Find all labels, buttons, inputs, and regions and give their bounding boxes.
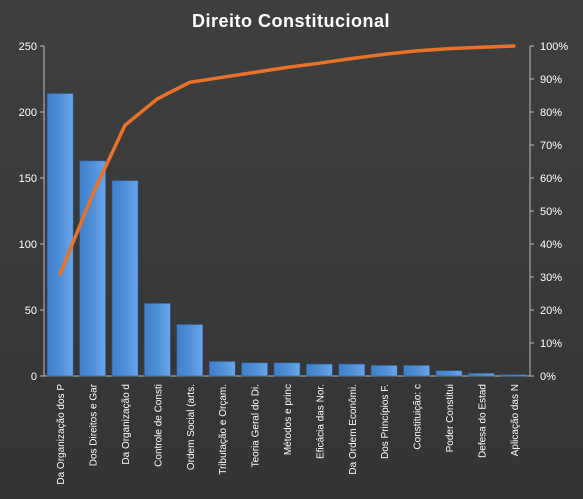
- y-left-tick-label: 250: [19, 41, 37, 53]
- category-label-13: Poder Constitui: [445, 384, 456, 452]
- y-left-tick-label: 200: [19, 107, 37, 119]
- bar-4: [144, 303, 171, 377]
- y-right-tick-label: 50%: [540, 206, 562, 218]
- chart-title: Direito Constitucional: [192, 11, 390, 31]
- cumulative-point-15: [512, 44, 516, 48]
- bar-12: [403, 365, 430, 377]
- category-label-11: Dos Princípios F.: [380, 384, 391, 459]
- cumulative-point-13: [447, 47, 451, 51]
- bar-13: [435, 370, 463, 377]
- category-label-8: Métodos e princ: [283, 384, 294, 455]
- cumulative-point-10: [350, 56, 354, 61]
- category-label-14: Defesa do Estad: [477, 384, 488, 458]
- bar-10: [338, 363, 366, 377]
- y-right-tick-label: 20%: [540, 305, 562, 317]
- category-label-10: Da Ordem Econômi.: [348, 384, 359, 475]
- y-right-tick-label: 10%: [540, 338, 562, 350]
- cumulative-point-8: [285, 65, 289, 70]
- y-right-tick-label: 40%: [540, 239, 562, 251]
- y-left-tick-label: 150: [19, 173, 37, 185]
- cumulative-point-3: [123, 123, 127, 127]
- cumulative-point-4: [155, 97, 159, 101]
- category-label-3: Da Organização d: [121, 384, 132, 465]
- plot-area: 0 50 100 150 200 250 0% 10% 20% 30% 40% 50% 60% 70% 80…: [19, 41, 569, 485]
- bar-11: [370, 365, 398, 377]
- category-label-7: Teoria Geral do Di.: [251, 384, 262, 467]
- bar-5: [176, 324, 204, 377]
- category-label-4: Controle de Consti: [153, 384, 164, 467]
- y-left-tick-label: 50: [25, 305, 37, 317]
- y-right-tick-label: 60%: [540, 173, 562, 185]
- bar-1: [46, 93, 74, 377]
- y-left-tick-label: 0: [31, 371, 37, 383]
- cumulative-point-12: [415, 49, 419, 53]
- y-left-tick-label: 100: [19, 239, 37, 251]
- cumulative-point-2: [91, 192, 95, 197]
- bar-15: [500, 374, 528, 377]
- cumulative-point-1: [58, 272, 62, 276]
- cumulative-point-9: [317, 61, 321, 65]
- category-label-15: Aplicação das N: [510, 384, 521, 456]
- category-label-2: Dos Direitos e Gar: [89, 383, 100, 466]
- category-label-6: Tributação e Orçam.: [218, 384, 229, 475]
- cumulative-point-11: [382, 52, 386, 56]
- y-right-tick-label: 70%: [540, 140, 562, 152]
- y-right-tick-label: 100%: [540, 41, 568, 53]
- y-right-tick-label: 0%: [540, 371, 556, 383]
- cumulative-point-5: [188, 80, 192, 84]
- category-label-12: Constituição: c: [413, 384, 424, 450]
- category-label-1: Da Organização dos P: [56, 384, 67, 485]
- category-label-9: Eficácia das Nor.: [315, 384, 326, 459]
- bar-6: [208, 361, 236, 377]
- cumulative-point-14: [479, 45, 483, 49]
- cumulative-point-6: [220, 75, 224, 79]
- bar-9: [306, 363, 333, 377]
- bar-8: [273, 362, 301, 377]
- bar-7: [241, 362, 268, 377]
- y-right-tick-label: 30%: [540, 272, 562, 284]
- bar-14: [468, 373, 495, 377]
- y-right-tick-label: 90%: [540, 74, 562, 86]
- y-right-tick-label: 80%: [540, 107, 562, 119]
- bar-3: [111, 180, 139, 377]
- category-label-5: Ordem Social (arts.: [186, 384, 197, 470]
- cumulative-point-7: [253, 70, 257, 74]
